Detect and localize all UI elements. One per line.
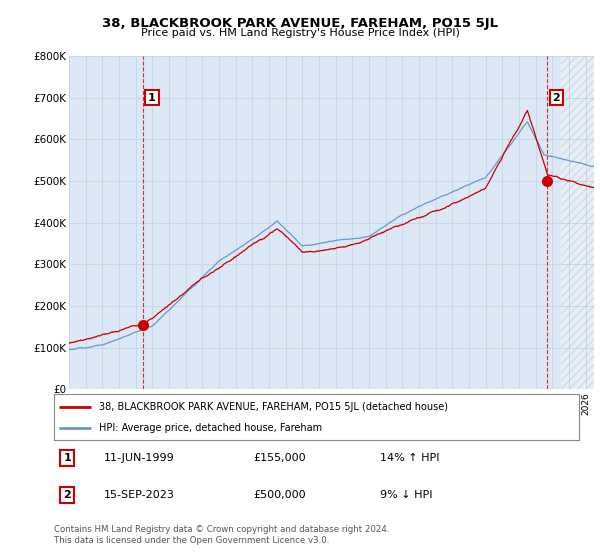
Text: HPI: Average price, detached house, Fareham: HPI: Average price, detached house, Fare… — [98, 423, 322, 433]
Text: 11-JUN-1999: 11-JUN-1999 — [104, 453, 175, 463]
Text: 1: 1 — [63, 453, 71, 463]
Text: Contains HM Land Registry data © Crown copyright and database right 2024.
This d: Contains HM Land Registry data © Crown c… — [54, 525, 389, 545]
Text: 38, BLACKBROOK PARK AVENUE, FAREHAM, PO15 5JL (detached house): 38, BLACKBROOK PARK AVENUE, FAREHAM, PO1… — [98, 402, 448, 412]
Text: 14% ↑ HPI: 14% ↑ HPI — [380, 453, 439, 463]
Text: Price paid vs. HM Land Registry's House Price Index (HPI): Price paid vs. HM Land Registry's House … — [140, 28, 460, 38]
Text: £500,000: £500,000 — [254, 490, 306, 500]
Text: 38, BLACKBROOK PARK AVENUE, FAREHAM, PO15 5JL: 38, BLACKBROOK PARK AVENUE, FAREHAM, PO1… — [102, 17, 498, 30]
Text: 9% ↓ HPI: 9% ↓ HPI — [380, 490, 432, 500]
Text: 2: 2 — [553, 92, 560, 102]
Text: 15-SEP-2023: 15-SEP-2023 — [104, 490, 175, 500]
Text: 2: 2 — [63, 490, 71, 500]
Text: £155,000: £155,000 — [254, 453, 306, 463]
Text: 1: 1 — [148, 92, 156, 102]
